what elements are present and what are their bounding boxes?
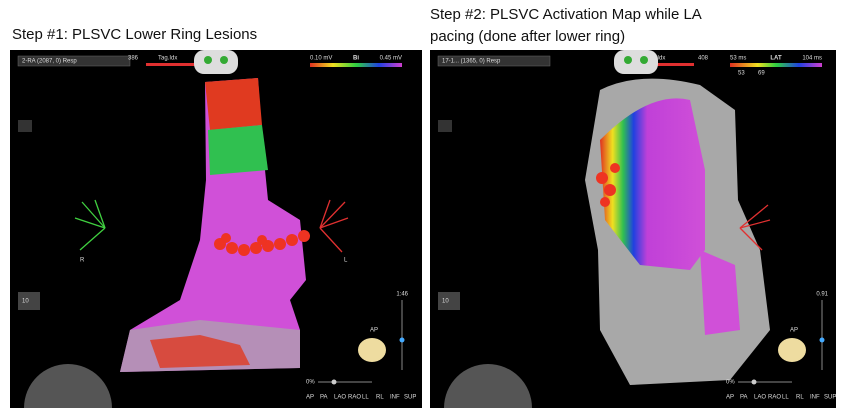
counter-box: [438, 292, 460, 310]
orientation-left: R: [80, 258, 85, 264]
view-option[interactable]: RL: [796, 395, 804, 401]
scale-min: 0.10 mV: [310, 56, 332, 62]
tag-label: Tag.Idx: [158, 56, 177, 62]
side-widget: [438, 120, 452, 132]
map-selector: [17, 55, 131, 67]
color-scale: [310, 63, 402, 67]
view-option[interactable]: SUP: [824, 395, 836, 401]
view-button: [204, 56, 212, 64]
marker-low: 53: [738, 71, 745, 77]
view-label: AP: [370, 328, 378, 334]
view-option[interactable]: AP: [306, 395, 314, 401]
view-option[interactable]: LL: [782, 395, 789, 401]
view-option[interactable]: LAO: [754, 395, 766, 401]
view-option[interactable]: PA: [320, 395, 328, 401]
view-option[interactable]: PA: [740, 395, 748, 401]
timer: 1:46: [396, 292, 408, 298]
marker-high: 69: [758, 71, 765, 77]
anatomy-region: [205, 78, 262, 130]
tag-bar: [634, 63, 694, 66]
heart-icon: [778, 338, 806, 362]
lesion-ring: [214, 230, 310, 256]
view-option[interactable]: RAO: [768, 395, 781, 401]
view-option[interactable]: LAO: [334, 395, 346, 401]
scale-min: 53 ms: [730, 56, 746, 62]
map-label: 2-RA (2087, 0) Resp: [22, 59, 77, 65]
tag-min: 386: [128, 56, 139, 62]
anatomy-region: [150, 335, 250, 368]
caption: Step #1: PLSVC Lower Ring Lesions: [12, 26, 257, 43]
tag-max: 408: [698, 56, 709, 62]
map-selector: [437, 55, 551, 67]
slider-knob[interactable]: [819, 337, 825, 343]
timer: 0.91: [816, 292, 828, 298]
side-widget: [18, 120, 32, 132]
scale-max: 0.45 mV: [380, 56, 402, 62]
zoom: 0%: [306, 380, 315, 386]
orientation-right: L: [344, 258, 348, 264]
view-button: [624, 56, 632, 64]
view-button: [220, 56, 228, 64]
anatomy-region: [700, 250, 740, 335]
slider-knob[interactable]: [399, 337, 405, 343]
view-option[interactable]: LL: [362, 395, 369, 401]
anatomy-region: [208, 125, 268, 175]
zoom-knob[interactable]: [751, 379, 757, 385]
scale-max: 104 ms: [802, 56, 822, 62]
scale-label: Bi: [353, 56, 359, 62]
lesion-cluster: [596, 163, 620, 207]
view-button: [640, 56, 648, 64]
counter-box: [18, 292, 40, 310]
compass: [444, 364, 532, 408]
view-option[interactable]: SUP: [404, 395, 416, 401]
tag-bar: [146, 63, 206, 66]
view-control[interactable]: [194, 50, 238, 74]
view-label: AP: [790, 328, 798, 334]
view-option[interactable]: INF: [810, 395, 820, 401]
view-option[interactable]: RAO: [348, 395, 361, 401]
map-label: 17-1... (1365, 0) Resp: [442, 59, 501, 65]
zoom-knob[interactable]: [331, 379, 337, 385]
counter: 10: [22, 299, 29, 305]
axis-glyph: [319, 199, 349, 253]
counter: 10: [442, 299, 449, 305]
color-scale: [730, 63, 822, 67]
caption: Step #2: PLSVC Activation Map while LA: [430, 6, 702, 23]
caption: pacing (done after lower ring): [430, 28, 625, 45]
axis-glyph: [74, 199, 106, 251]
zoom: 0%: [726, 380, 735, 386]
view-option[interactable]: RL: [376, 395, 384, 401]
heart-icon: [358, 338, 386, 362]
view-option[interactable]: INF: [390, 395, 400, 401]
anatomy-region: [600, 98, 705, 270]
view-control[interactable]: [614, 50, 658, 74]
view-option[interactable]: AP: [726, 395, 734, 401]
axis-glyph: [739, 204, 771, 251]
scale-label: LAT: [770, 56, 782, 62]
compass: [24, 364, 112, 408]
